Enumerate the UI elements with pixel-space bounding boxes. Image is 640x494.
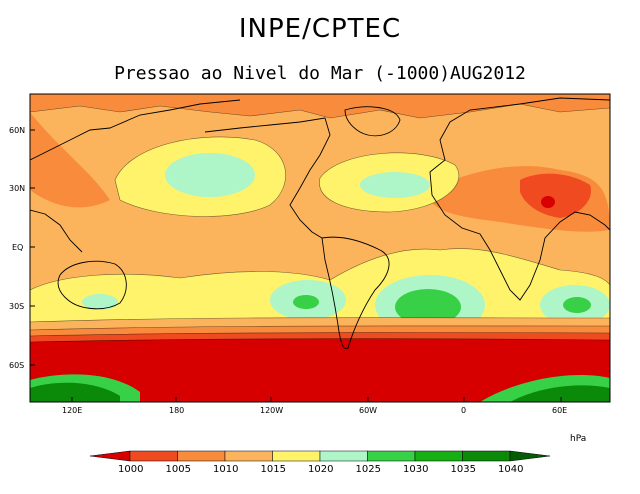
field-monsoon-low <box>520 173 591 218</box>
pressure-field <box>30 94 610 402</box>
unit-label: hPa <box>570 434 587 444</box>
lat-label: 30S <box>9 302 25 311</box>
colorbar-box <box>414 450 463 462</box>
lon-label: 120W <box>260 406 284 415</box>
coastlines <box>30 97 610 350</box>
field-npac-core <box>165 153 255 197</box>
colorbar-box <box>129 450 178 462</box>
colorbar-box <box>319 450 368 462</box>
field-sind-core <box>563 297 591 313</box>
lon-label: 0 <box>461 406 467 415</box>
colorbar-level-label: 1020 <box>308 464 334 475</box>
field-azores-core <box>360 172 430 198</box>
org-title: INPE/CPTEC <box>238 14 402 44</box>
colorbar-level-label: 1030 <box>403 464 429 475</box>
colorbar-level-label: 1040 <box>498 464 524 475</box>
lat-label: 30N <box>9 184 26 193</box>
colorbar-box <box>272 450 321 462</box>
field-sepac-core <box>293 295 319 309</box>
colorbar-box <box>367 450 416 462</box>
lat-label: 60N <box>9 126 26 135</box>
colorbar-level-label: 1005 <box>165 464 191 475</box>
axis-ticks <box>30 129 562 402</box>
field-monsoon-core <box>541 196 555 208</box>
colorbar-level-label: 1000 <box>118 464 144 475</box>
map-frame <box>29 93 611 403</box>
lat-label: 60S <box>9 361 25 370</box>
field-asia-low <box>30 112 110 208</box>
band-1000 <box>30 338 610 402</box>
map-subtitle: Pressao ao Nivel do Mar (-1000)AUG2012 <box>114 63 526 84</box>
colorbar <box>89 450 551 462</box>
field-north-low <box>30 94 610 118</box>
lon-label: 120E <box>62 406 83 415</box>
colorbar-level-label: 1025 <box>355 464 381 475</box>
colorbar-end-high <box>509 450 551 462</box>
field-satl-core <box>395 289 461 325</box>
colorbar-level-label: 1035 <box>450 464 476 475</box>
field-aus-high <box>82 294 118 310</box>
colorbar-end-low <box>89 450 131 462</box>
lat-label: EQ <box>12 243 24 252</box>
lon-label: 60E <box>552 406 568 415</box>
colorbar-box <box>224 450 273 462</box>
colorbar-box <box>177 450 226 462</box>
lon-label: 180 <box>169 406 185 415</box>
colorbar-box <box>462 450 511 462</box>
lon-label: 60W <box>359 406 378 415</box>
colorbar-level-label: 1010 <box>213 464 239 475</box>
colorbar-level-label: 1015 <box>260 464 286 475</box>
